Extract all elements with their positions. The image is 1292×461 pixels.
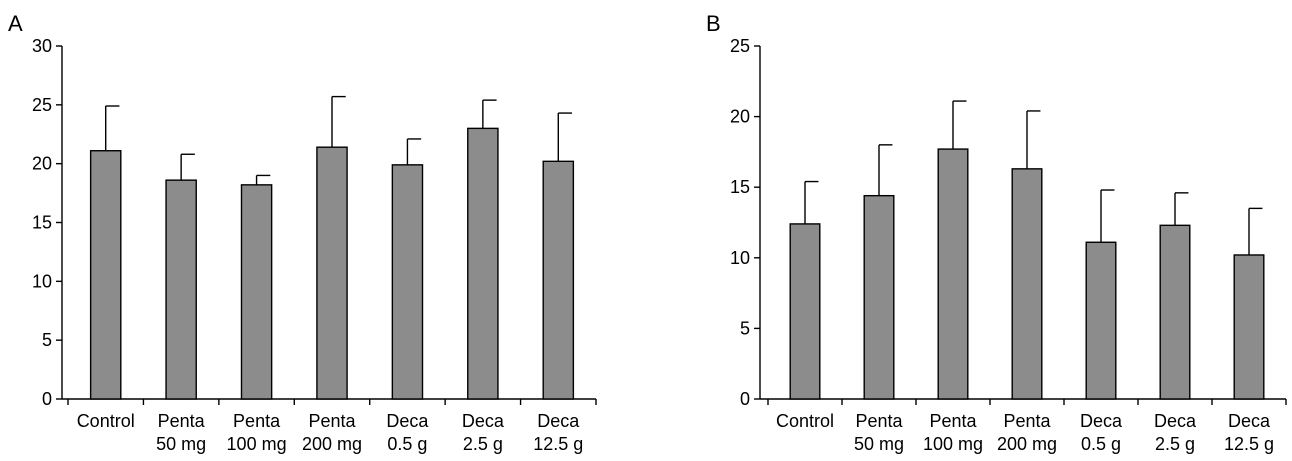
x-tick-label: Deca: [386, 411, 429, 431]
bar: [240, 184, 273, 400]
bar: [1233, 254, 1265, 400]
x-tick-label: 2.5 g: [1155, 434, 1195, 454]
x-tick-label: 2.5 g: [463, 434, 503, 454]
y-tick-label: 15: [730, 177, 750, 197]
bar: [165, 179, 197, 400]
y-tick-label: 25: [32, 95, 52, 115]
x-tick-label: Deca: [1228, 411, 1271, 431]
y-tick-label: 5: [42, 330, 52, 350]
x-tick-label: 50 mg: [854, 434, 904, 454]
bar: [789, 223, 821, 400]
y-tick-label: 15: [32, 213, 52, 233]
x-tick-label: Penta: [855, 411, 903, 431]
x-tick-label: 12.5 g: [533, 434, 583, 454]
x-tick-label: 0.5 g: [1081, 434, 1121, 454]
x-tick-label: 100 mg: [923, 434, 983, 454]
x-tick-label: Penta: [233, 411, 281, 431]
bar: [467, 127, 499, 400]
bar: [391, 164, 424, 400]
bar: [863, 194, 895, 400]
x-tick-label: Control: [77, 411, 135, 431]
bar: [1085, 241, 1117, 400]
y-tick-label: 20: [32, 154, 52, 174]
y-tick-label: 25: [730, 36, 750, 56]
bar: [937, 148, 969, 400]
x-tick-label: Deca: [1080, 411, 1123, 431]
y-tick-label: 20: [730, 107, 750, 127]
bar: [89, 150, 122, 400]
x-tick-label: Deca: [1154, 411, 1197, 431]
y-tick-label: 0: [740, 389, 750, 409]
bar: [1011, 168, 1043, 400]
x-tick-label: 12.5 g: [1224, 434, 1274, 454]
bar: [316, 146, 348, 400]
x-tick-label: Penta: [1003, 411, 1051, 431]
y-tick-label: 10: [730, 248, 750, 268]
x-tick-label: Penta: [308, 411, 356, 431]
y-tick-label: 0: [42, 389, 52, 409]
x-tick-label: Control: [776, 411, 834, 431]
y-tick-label: 10: [32, 271, 52, 291]
x-tick-label: 200 mg: [302, 434, 362, 454]
bar: [542, 160, 575, 400]
x-tick-label: 200 mg: [997, 434, 1057, 454]
x-tick-label: 50 mg: [156, 434, 206, 454]
panel-letter: A: [8, 11, 23, 36]
x-tick-label: Penta: [929, 411, 977, 431]
panel-a: A 0 5 10 15 20 25 30 Control Penta 50 mg Penta 100 m…: [8, 11, 597, 454]
x-tick-label: Deca: [537, 411, 580, 431]
y-tick-label: 5: [740, 318, 750, 338]
panel-letter: B: [706, 11, 721, 36]
bar: [1159, 224, 1191, 400]
x-tick-label: 0.5 g: [387, 434, 427, 454]
x-tick-label: Penta: [158, 411, 206, 431]
x-tick-label: Deca: [462, 411, 505, 431]
panel-b: B 0 5 10 15 20 25 Control Penta 50 mg Penta 100 mg P…: [706, 11, 1287, 454]
x-tick-label: 100 mg: [227, 434, 287, 454]
y-tick-label: 30: [32, 36, 52, 56]
